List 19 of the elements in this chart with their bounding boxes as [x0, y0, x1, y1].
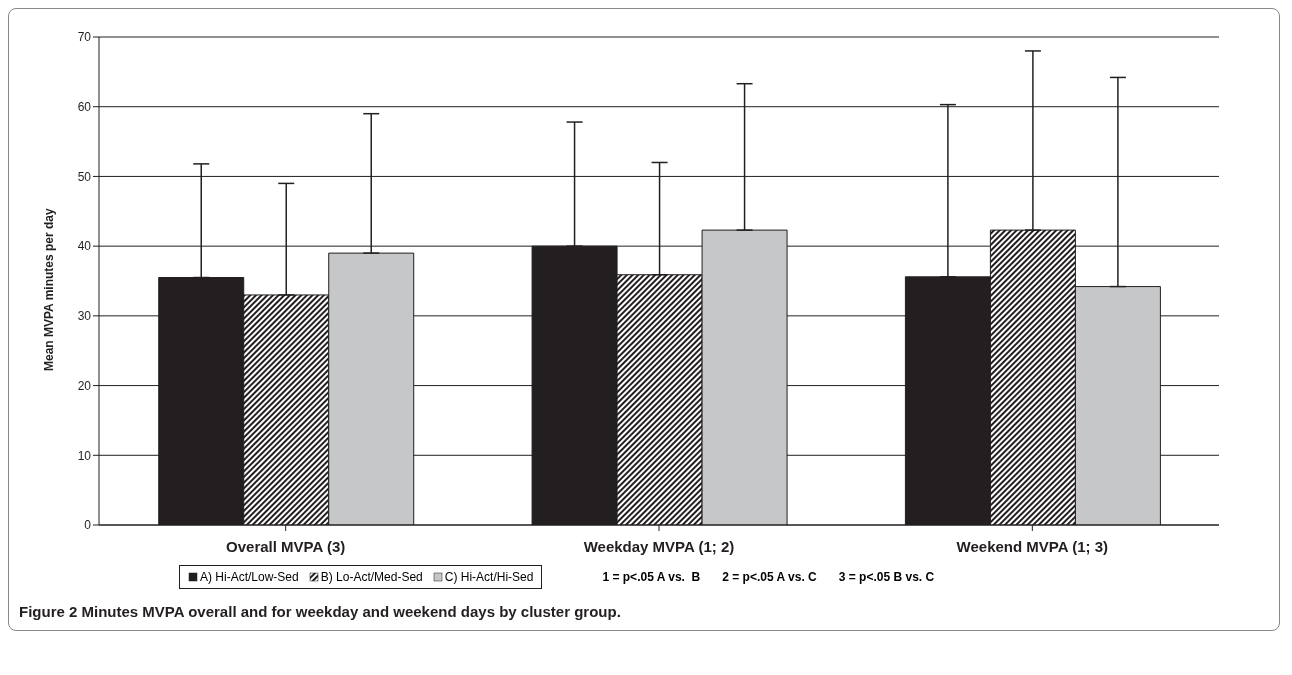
text: 3 = p<.05 B vs. C	[838, 570, 935, 584]
y-tick-label: 60	[77, 99, 92, 114]
x-tick-label: Weekend MVPA (1; 3)	[956, 537, 1109, 555]
text: 1 = p<.05 A vs. B	[602, 570, 701, 584]
y-tick-label: 20	[77, 378, 92, 393]
y-tick-label: 0	[84, 518, 92, 533]
text: 2 = p<.05 A vs. C	[722, 570, 817, 584]
legend-label: C) Hi-Act/Hi-Sed	[443, 570, 534, 584]
y-axis-title: Mean MVPA minutes per day	[42, 207, 57, 371]
y-tick-label: 70	[77, 30, 92, 45]
y-tick-label: 10	[77, 448, 92, 463]
y-tick-label: 40	[77, 239, 92, 254]
text: Figure 2 Minutes MVPA overall and for weekday and weekend days by cluster group.	[19, 603, 621, 620]
legend-label: B) Lo-Act/Med-Sed	[319, 570, 423, 584]
x-tick-label: Weekday MVPA (1; 2)	[583, 537, 735, 555]
x-tick-label: Overall MVPA (3)	[226, 537, 346, 555]
y-tick-label: 30	[77, 309, 92, 324]
y-tick-label: 50	[77, 169, 92, 184]
legend-label: A) Hi-Act/Low-Sed	[199, 570, 299, 584]
